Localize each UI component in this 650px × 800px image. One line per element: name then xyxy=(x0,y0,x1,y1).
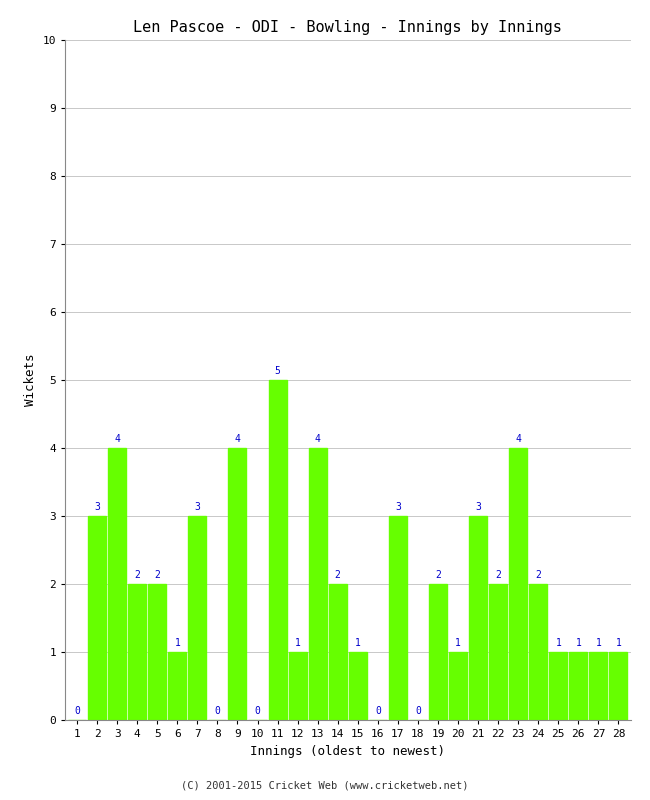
Text: 3: 3 xyxy=(94,502,100,512)
Text: 2: 2 xyxy=(335,570,341,580)
Text: 2: 2 xyxy=(536,570,541,580)
Bar xyxy=(610,652,627,720)
Text: 5: 5 xyxy=(275,366,281,376)
Bar xyxy=(489,584,507,720)
Bar xyxy=(509,448,527,720)
Text: 4: 4 xyxy=(235,434,240,444)
Bar xyxy=(268,380,287,720)
Text: 2: 2 xyxy=(135,570,140,580)
Text: 2: 2 xyxy=(435,570,441,580)
Bar xyxy=(389,516,407,720)
Text: 1: 1 xyxy=(595,638,601,648)
Text: 4: 4 xyxy=(114,434,120,444)
Bar xyxy=(469,516,487,720)
Text: 2: 2 xyxy=(495,570,501,580)
Text: 0: 0 xyxy=(214,706,220,716)
X-axis label: Innings (oldest to newest): Innings (oldest to newest) xyxy=(250,745,445,758)
Text: 3: 3 xyxy=(194,502,200,512)
Text: 2: 2 xyxy=(154,570,160,580)
Bar xyxy=(309,448,327,720)
Text: 3: 3 xyxy=(395,502,401,512)
Text: 0: 0 xyxy=(375,706,381,716)
Bar xyxy=(349,652,367,720)
Text: (C) 2001-2015 Cricket Web (www.cricketweb.net): (C) 2001-2015 Cricket Web (www.cricketwe… xyxy=(181,781,469,790)
Text: 1: 1 xyxy=(555,638,561,648)
Bar xyxy=(148,584,166,720)
Bar xyxy=(429,584,447,720)
Bar xyxy=(108,448,126,720)
Text: 1: 1 xyxy=(355,638,361,648)
Text: 3: 3 xyxy=(475,502,481,512)
Text: 0: 0 xyxy=(255,706,261,716)
Bar xyxy=(549,652,567,720)
Bar xyxy=(529,584,547,720)
Bar xyxy=(590,652,608,720)
Bar xyxy=(88,516,106,720)
Bar xyxy=(128,584,146,720)
Bar xyxy=(228,448,246,720)
Bar xyxy=(289,652,307,720)
Text: 1: 1 xyxy=(294,638,300,648)
Text: 4: 4 xyxy=(515,434,521,444)
Text: 1: 1 xyxy=(455,638,461,648)
Y-axis label: Wickets: Wickets xyxy=(24,354,37,406)
Bar xyxy=(188,516,206,720)
Text: 4: 4 xyxy=(315,434,320,444)
Text: 1: 1 xyxy=(616,638,621,648)
Title: Len Pascoe - ODI - Bowling - Innings by Innings: Len Pascoe - ODI - Bowling - Innings by … xyxy=(133,20,562,34)
Bar xyxy=(329,584,346,720)
Text: 0: 0 xyxy=(74,706,80,716)
Text: 1: 1 xyxy=(575,638,581,648)
Bar xyxy=(168,652,187,720)
Text: 0: 0 xyxy=(415,706,421,716)
Bar xyxy=(449,652,467,720)
Text: 1: 1 xyxy=(174,638,180,648)
Bar xyxy=(569,652,588,720)
